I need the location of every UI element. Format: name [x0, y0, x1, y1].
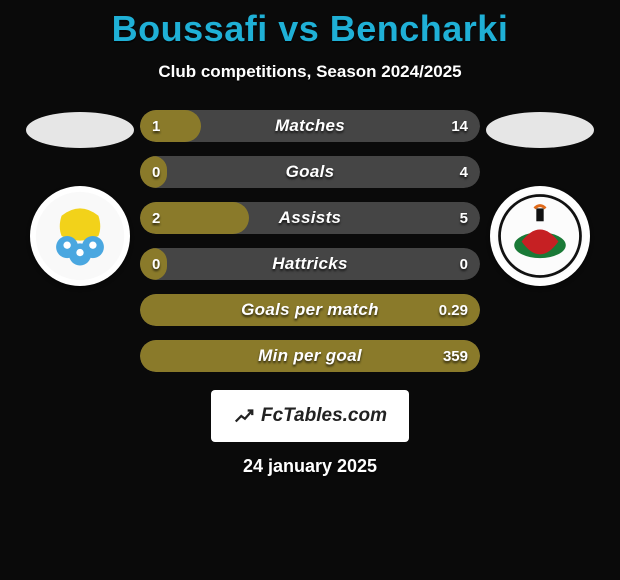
- stat-label: Matches: [140, 110, 480, 142]
- fctables-badge[interactable]: FcTables.com: [211, 390, 409, 442]
- stat-label: Min per goal: [140, 340, 480, 372]
- player-silhouette-left: [26, 112, 134, 148]
- stat-label: Assists: [140, 202, 480, 234]
- stat-bar: 114Matches: [140, 110, 480, 142]
- page-subtitle: Club competitions, Season 2024/2025: [0, 62, 620, 82]
- fctables-label: FcTables.com: [261, 405, 387, 427]
- footer: FcTables.com 24 january 2025: [0, 390, 620, 477]
- stat-bar: 25Assists: [140, 202, 480, 234]
- stat-label: Goals per match: [140, 294, 480, 326]
- stat-label: Goals: [140, 156, 480, 188]
- chart-up-icon: [233, 405, 255, 427]
- stat-bar: 0.29Goals per match: [140, 294, 480, 326]
- club-badge-right: [490, 186, 590, 286]
- al-gharafa-crest-icon: [34, 190, 126, 282]
- comparison-body: 114Matches 04Goals 25Assists 00Hattricks 0.2…: [0, 110, 620, 372]
- player-silhouette-right: [486, 112, 594, 148]
- comparison-card: Boussafi vs Bencharki Club competitions,…: [0, 0, 620, 580]
- al-rayyan-crest-icon: [494, 190, 586, 282]
- left-side: [20, 110, 140, 286]
- stat-bars: 114Matches 04Goals 25Assists 00Hattricks 0.2…: [140, 110, 480, 372]
- stat-bar: 04Goals: [140, 156, 480, 188]
- stat-bar: 00Hattricks: [140, 248, 480, 280]
- right-side: [480, 110, 600, 286]
- stat-bar: 359Min per goal: [140, 340, 480, 372]
- stat-label: Hattricks: [140, 248, 480, 280]
- club-badge-left: [30, 186, 130, 286]
- snapshot-date: 24 january 2025: [243, 456, 377, 477]
- page-title: Boussafi vs Bencharki: [0, 8, 620, 50]
